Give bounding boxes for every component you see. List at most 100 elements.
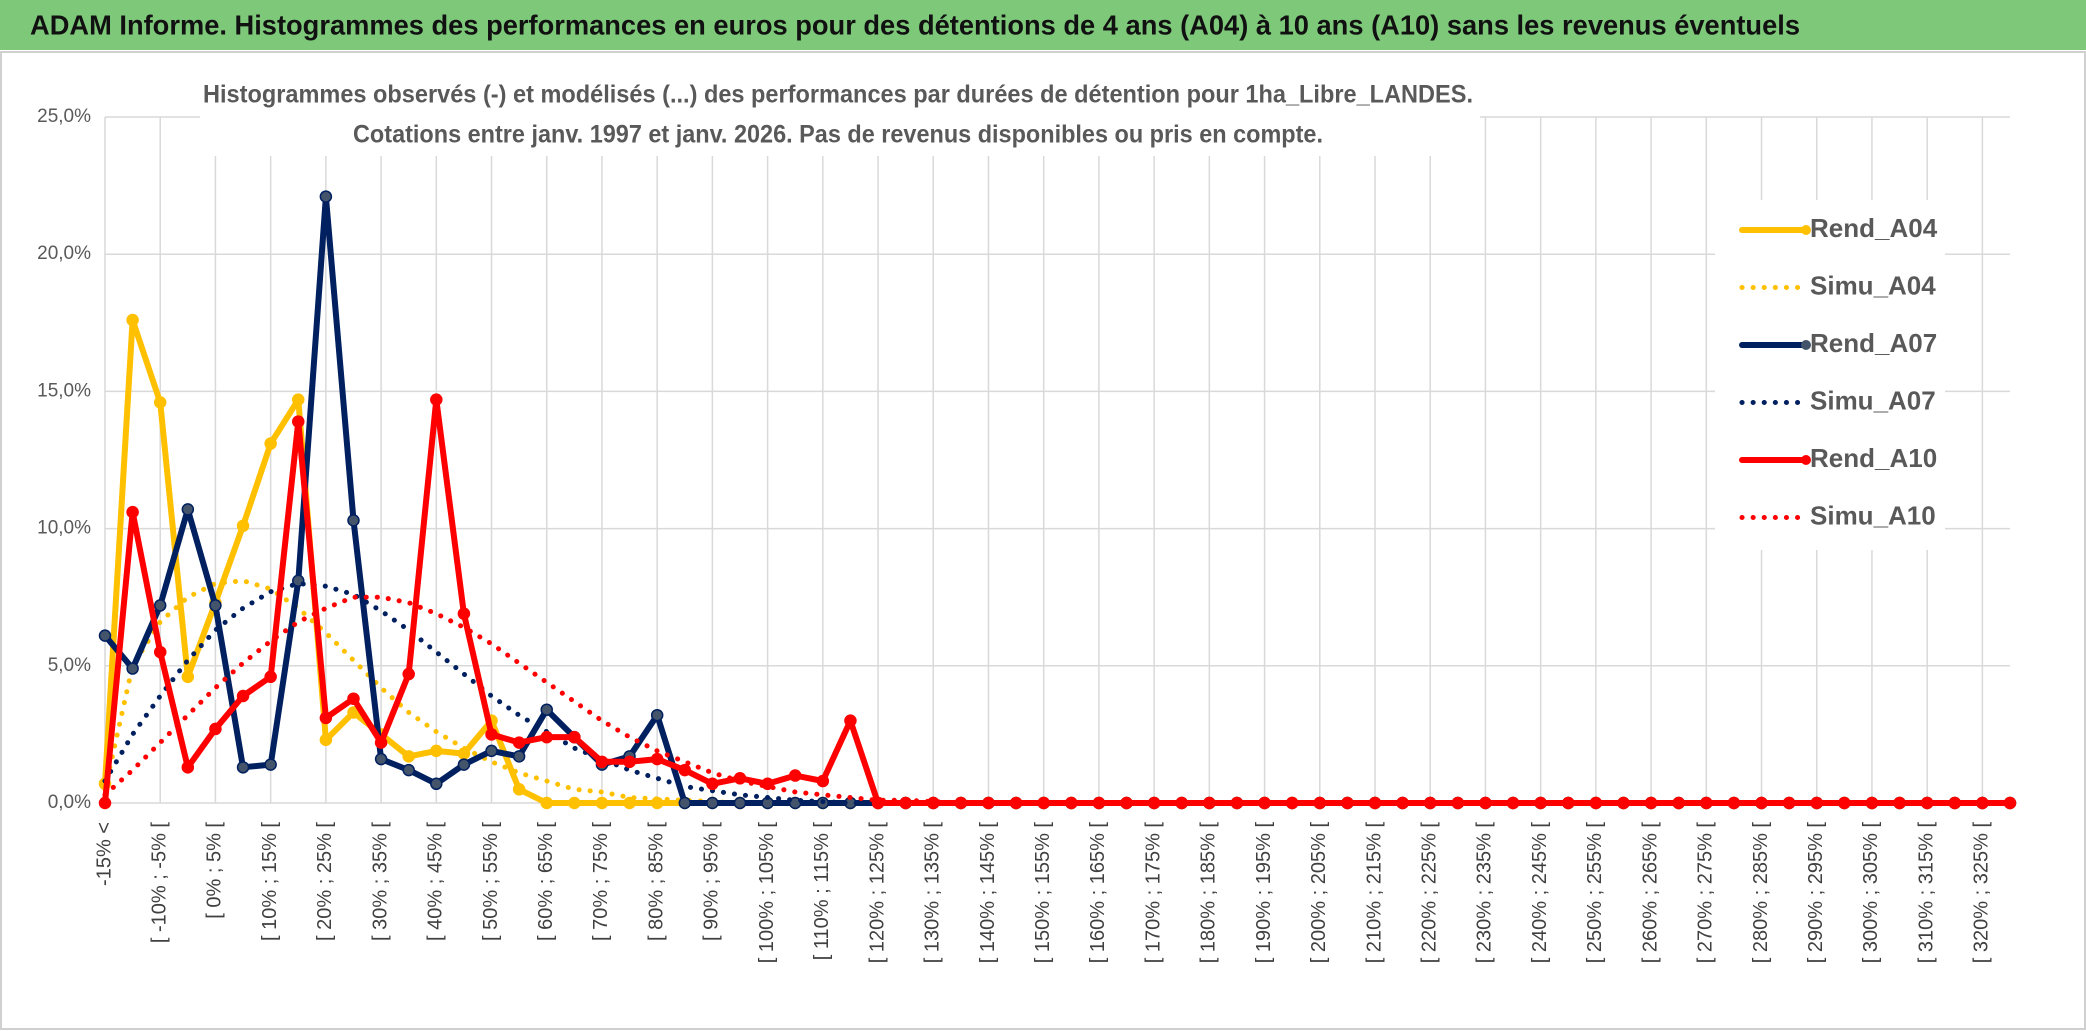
x-tick-label: [ 180% ; 185% [ xyxy=(1198,822,1220,964)
y-tick-label: 20,0% xyxy=(37,243,91,264)
x-tick-label: [ 240% ; 245% [ xyxy=(1529,822,1551,964)
y-tick-label: 10,0% xyxy=(37,518,91,539)
x-tick-label: [ 200% ; 205% [ xyxy=(1308,822,1330,964)
x-tick-label: [ 20% ; 25% [ xyxy=(314,822,336,941)
marker xyxy=(540,730,553,744)
marker xyxy=(1506,796,1520,810)
x-tick-label: [ 250% ; 255% [ xyxy=(1584,822,1606,964)
marker xyxy=(319,190,333,203)
marker xyxy=(623,755,636,769)
marker xyxy=(540,703,553,716)
marker xyxy=(430,744,443,758)
marker xyxy=(374,736,388,749)
x-tick-label: [ 30% ; 35% [ xyxy=(369,822,391,941)
marker xyxy=(844,714,857,727)
header-title: ADAM Informe. Histogrammes des performan… xyxy=(30,9,1800,40)
x-tick-label: [ 170% ; 175% [ xyxy=(1142,822,1164,964)
marker xyxy=(374,752,388,766)
legend-label: Rend_A07 xyxy=(1810,328,1937,358)
marker xyxy=(678,763,692,777)
marker xyxy=(430,393,443,406)
legend-marker xyxy=(1801,225,1811,235)
marker xyxy=(430,777,443,791)
marker xyxy=(706,796,719,810)
marker xyxy=(512,750,526,763)
marker xyxy=(733,796,747,810)
marker xyxy=(568,796,581,810)
marker xyxy=(292,415,305,428)
x-tick-label: [ 260% ; 265% [ xyxy=(1639,822,1661,964)
marker xyxy=(264,670,277,684)
marker xyxy=(209,599,222,612)
marker xyxy=(706,777,719,791)
x-tick-label: [ 10% ; 15% [ xyxy=(259,822,281,941)
x-tick-label: [ 150% ; 155% [ xyxy=(1032,822,1054,964)
marker xyxy=(181,503,195,516)
marker xyxy=(153,645,167,659)
marker xyxy=(181,761,195,774)
marker xyxy=(485,728,498,741)
marker xyxy=(264,758,277,771)
marker xyxy=(126,313,139,327)
marker xyxy=(816,774,830,788)
x-tick-label: [ 80% ; 85% [ xyxy=(645,822,667,941)
legend-label: Rend_A10 xyxy=(1810,443,1937,473)
series-line xyxy=(102,594,2013,806)
x-tick-label: [ 100% ; 105% [ xyxy=(756,822,778,964)
x-tick-label: [ 280% ; 285% [ xyxy=(1750,822,1772,964)
marker xyxy=(153,599,167,612)
marker xyxy=(678,796,692,810)
marker xyxy=(402,750,415,763)
marker xyxy=(153,396,167,409)
x-tick-label: [ 70% ; 75% [ xyxy=(590,822,612,941)
marker xyxy=(457,758,471,771)
x-tick-label: [ 270% ; 275% [ xyxy=(1695,822,1717,964)
marker xyxy=(236,519,250,533)
x-tick-label: [ 40% ; 45% [ xyxy=(425,822,447,941)
marker xyxy=(457,607,471,620)
x-tick-label: [ 120% ; 125% [ xyxy=(866,822,888,964)
marker xyxy=(98,796,112,810)
legend-label: Simu_A04 xyxy=(1810,270,1936,300)
plot-area: 0,0% 5,0% 10,0% 15,0% 20,0% 25,0% -15% < [ -10%… xyxy=(37,106,2017,964)
marker xyxy=(126,662,139,675)
marker xyxy=(236,689,250,703)
y-tick-label: 15,0% xyxy=(37,380,91,401)
marker xyxy=(264,437,277,450)
x-tick-label: [ 160% ; 165% [ xyxy=(1087,822,1109,964)
marker xyxy=(568,730,581,744)
marker xyxy=(512,736,526,749)
x-tick-label: [ 290% ; 295% [ xyxy=(1805,822,1827,964)
y-tick-label: 25,0% xyxy=(37,106,91,127)
legend-label: Rend_A04 xyxy=(1810,213,1938,243)
marker xyxy=(623,796,636,810)
marker xyxy=(650,708,664,722)
x-tick-label: [ 320% ; 325% [ xyxy=(1971,822,1993,964)
marker xyxy=(485,744,498,758)
x-tick-label: [ 130% ; 135% [ xyxy=(922,822,944,964)
legend-marker xyxy=(1801,340,1811,350)
marker xyxy=(540,796,553,810)
subtitle-line: Cotations entre janv. 1997 et janv. 2026… xyxy=(353,121,1323,149)
x-tick-label: [ 140% ; 145% [ xyxy=(977,822,999,964)
legend-marker xyxy=(1801,455,1811,465)
marker xyxy=(181,670,195,684)
x-tick-label: [ 50% ; 55% [ xyxy=(480,822,502,941)
x-tick-label: [ 300% ; 305% [ xyxy=(1860,822,1882,964)
marker xyxy=(236,761,250,774)
marker xyxy=(209,722,222,736)
legend: Rend_A04 Simu_A04 Rend_A07 Simu_A07 Rend_A10… xyxy=(1715,200,1945,550)
x-tick-label: [ 190% ; 195% [ xyxy=(1253,822,1275,964)
marker xyxy=(402,763,415,777)
marker xyxy=(319,711,333,725)
y-tick-label: 0,0% xyxy=(48,792,91,813)
x-tick-label: [ 90% ; 95% [ xyxy=(701,822,723,941)
x-tick-label: [ 310% ; 315% [ xyxy=(1915,822,1937,964)
marker xyxy=(1479,796,1492,810)
marker xyxy=(595,755,609,769)
marker xyxy=(319,733,333,747)
legend-background xyxy=(1715,200,1945,550)
x-tick-label: [ 60% ; 65% [ xyxy=(535,822,557,941)
y-tick-label: 5,0% xyxy=(48,655,91,676)
x-tick-label: [ 110% ; 115% [ xyxy=(811,822,833,961)
